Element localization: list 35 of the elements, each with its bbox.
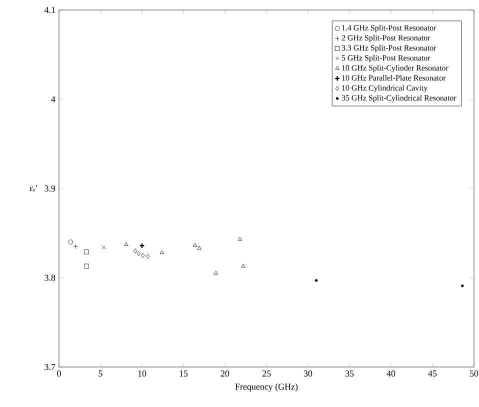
point (197, 246, 202, 250)
point (84, 264, 89, 269)
x-tick-label: 30 (304, 370, 312, 377)
point (314, 279, 318, 282)
point (102, 246, 106, 250)
point (460, 284, 464, 288)
point (140, 253, 145, 258)
point (68, 240, 74, 244)
y-tick-label: 3.7 (44, 364, 56, 370)
point (241, 264, 246, 268)
x-tick-label: 15 (180, 370, 188, 377)
x-tick-label: 35 (345, 370, 354, 377)
y-tick-label: 4 (51, 96, 56, 102)
point (124, 242, 128, 246)
x-tick-label: 40 (386, 370, 396, 377)
x-tick-label: 20 (220, 370, 230, 377)
x-tick-label: 10 (138, 370, 146, 377)
point (238, 236, 242, 241)
point (193, 243, 198, 247)
y-tick-label: 3.9 (44, 185, 56, 192)
x-tick-label: 25 (262, 370, 271, 377)
point (134, 248, 138, 254)
x-tick-label: 5 (98, 370, 102, 376)
x-tick-label: 0 (57, 370, 61, 377)
x-tick-label: 45 (428, 370, 437, 377)
y-tick-label: 3.8 (44, 274, 56, 281)
x-axis-title: Frequency (GHz) (235, 383, 298, 392)
point (214, 270, 218, 275)
y-axis-title: ε$_{r}$' (30, 185, 38, 192)
point (146, 254, 150, 259)
x-tick-label: 50 (470, 370, 478, 377)
point (136, 251, 141, 256)
point (160, 250, 164, 254)
y-tick-label: 4.1 (44, 6, 55, 14)
point (84, 249, 89, 254)
